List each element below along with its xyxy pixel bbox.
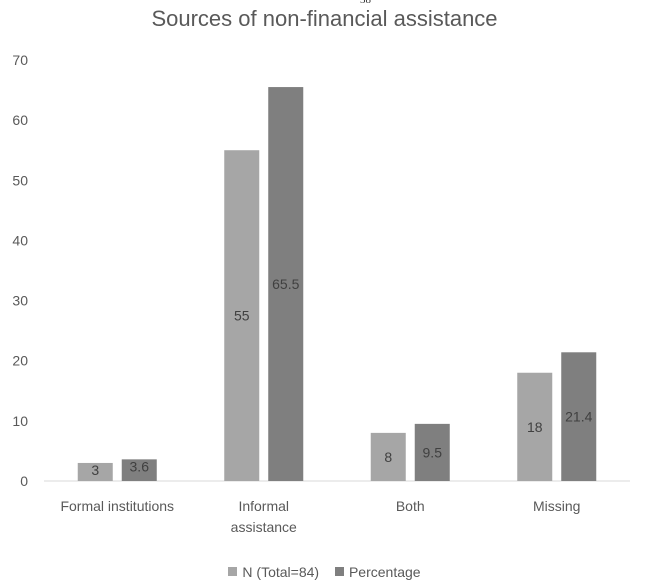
legend-label-n: N (Total=84) [242, 563, 320, 580]
data-label: 55 [234, 308, 250, 324]
x-tick-label: assistance [231, 519, 297, 535]
x-tick-label: Formal institutions [60, 498, 174, 514]
page-number: 38 [360, 0, 371, 6]
bar [517, 372, 553, 481]
data-label: 3.6 [130, 458, 150, 474]
data-label: 3 [91, 462, 99, 478]
data-label: 8 [384, 449, 392, 465]
legend-item-n: N (Total=84) [228, 564, 319, 580]
legend-swatch-n [228, 567, 238, 576]
x-tick-label: Informal [238, 498, 289, 514]
legend-label-percentage: Percentage [348, 563, 421, 580]
x-tick-label: Both [396, 498, 425, 514]
y-tick-label: 70 [12, 52, 28, 68]
legend-swatch-percentage [334, 567, 344, 576]
data-label: 65.5 [272, 276, 299, 292]
bar [77, 462, 113, 481]
chart-title: Sources of non-financial assistance [151, 6, 498, 31]
y-tick-label: 40 [12, 232, 28, 248]
bar [268, 87, 304, 482]
chart-legend: N (Total=84) Percentage [0, 563, 649, 580]
y-tick-label: 20 [12, 353, 28, 369]
y-tick-label: 30 [12, 293, 28, 309]
bar [561, 352, 597, 481]
bar [121, 459, 157, 481]
bar-chart: 0 10 20 30 40 50 60 70 3 3.6 Formal institutions 55… [12, 52, 630, 535]
x-tick-label: Missing [533, 498, 580, 514]
data-label: 18 [527, 419, 543, 435]
bar [224, 150, 260, 481]
bar [370, 432, 406, 481]
bar [414, 423, 450, 481]
data-label: 21.4 [565, 409, 592, 425]
legend-item-percentage: Percentage [334, 563, 421, 580]
y-tick-label: 10 [12, 413, 28, 429]
y-tick-label: 50 [12, 172, 28, 188]
y-tick-label: 60 [12, 112, 28, 128]
data-label: 9.5 [423, 444, 443, 460]
y-tick-label: 0 [20, 473, 28, 489]
